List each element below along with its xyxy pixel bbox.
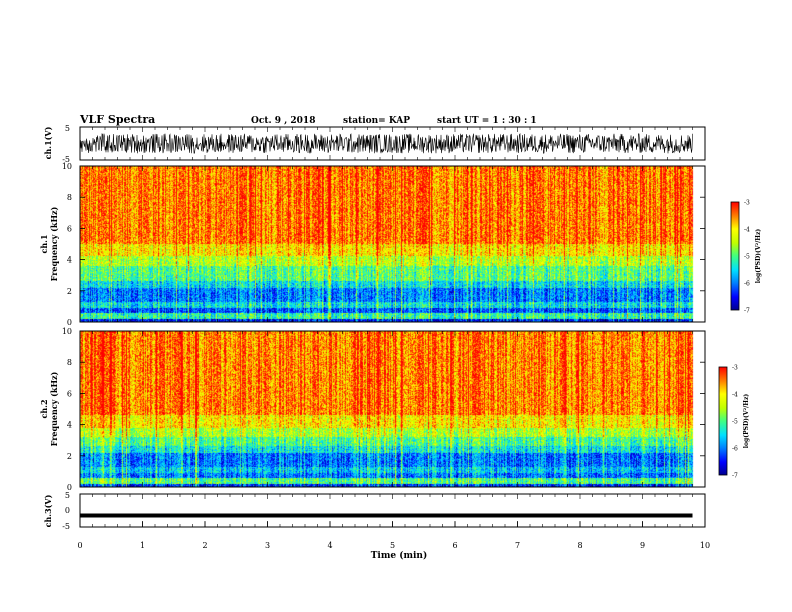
- ch2-colorbar-tick-3: -6: [732, 446, 738, 453]
- ch2-spectrogram-ytick-label-3: 6: [67, 389, 72, 398]
- x-tick-label-7: 7: [515, 541, 520, 550]
- x-tick-label-9: 9: [640, 541, 645, 550]
- ch3-ytick-mid: 0: [65, 506, 70, 515]
- ch2-colorbar-ticks: -3 -4 -5 -6 -7: [732, 365, 738, 480]
- ch2-spectrogram-ytick-label-2: 4: [67, 421, 72, 430]
- ch2-spectrogram-ylabel-line1: ch.2: [39, 399, 49, 418]
- ch1-colorbar: -3 -4 -5 -6 -7 log(PSD)(V²/Hz): [730, 200, 762, 315]
- x-tick-label-5: 5: [390, 541, 395, 550]
- x-tick-label-8: 8: [577, 541, 582, 550]
- ch2-colorbar: -3 -4 -5 -6 -7 log(PSD)(V²/Hz): [718, 365, 750, 480]
- ch2-spectrogram-ytick-label-1: 2: [67, 452, 72, 461]
- x-tick-label-4: 4: [327, 541, 332, 550]
- ch2-colorbar-tick-1: -4: [732, 392, 738, 399]
- ch1-colorbar-tick-4: -7: [744, 308, 750, 315]
- ch1-waveform-ytick-bottom: -5: [62, 155, 70, 164]
- ch1-colorbar-frame: [730, 201, 740, 311]
- ch3-ytick-bottom: -5: [62, 522, 70, 531]
- x-tick-label-10: 10: [700, 541, 710, 550]
- ch1-waveform-ytick-top: 5: [65, 124, 70, 133]
- ch2-colorbar-gradient: [719, 367, 727, 475]
- x-tick-label-2: 2: [202, 541, 207, 550]
- ch1-colorbar-tick-1: -4: [744, 227, 750, 234]
- ch2-spectrogram-yticks: 0 2 4 6 8 10: [62, 327, 705, 492]
- ch2-colorbar-frame: [718, 366, 728, 476]
- ch1-spectrogram-ytick-label-1: 2: [67, 287, 72, 296]
- ch1-colorbar-tick-3: -6: [744, 281, 750, 288]
- ch1-waveform-trace: [79, 133, 693, 154]
- ch1-spectrogram-ylabel-line1: ch.1: [39, 234, 49, 253]
- ch2-spectrogram-image-wrap: [80, 331, 705, 487]
- ch1-colorbar-ticks: -3 -4 -5 -6 -7: [744, 200, 750, 315]
- ch1-waveform-line: [79, 133, 693, 154]
- ch2-colorbar-label: log(PSD)(V²/Hz): [743, 394, 750, 449]
- x-tick-label-3: 3: [265, 541, 270, 550]
- ch1-spectrogram-ytick-label-5: 10: [62, 162, 72, 171]
- x-tick-label-0: 0: [77, 541, 82, 550]
- ch2-colorbar-tick-2: -5: [732, 419, 738, 426]
- ch2-spectrogram-ytick-label-4: 8: [67, 358, 72, 367]
- ch1-spectrogram-yticks: 0 2 4 6 8 10: [62, 162, 705, 327]
- ch3-ytick-top: 5: [65, 491, 70, 500]
- ch1-spectrogram-image: [80, 166, 705, 322]
- ch1-spectrogram-panel: 0 2 4 6 8 10 ch.1 Frequency (kHz): [39, 162, 706, 327]
- x-tick-label-1: 1: [140, 541, 145, 550]
- ch3-ylabel: ch.3(V): [43, 494, 53, 527]
- ch2-spectrogram-ytick-label-5: 10: [62, 327, 72, 336]
- ch1-colorbar-label: log(PSD)(V²/Hz): [755, 229, 762, 284]
- x-tick-label-6: 6: [452, 541, 457, 550]
- ch1-spectrogram-ytick-label-2: 4: [67, 256, 72, 265]
- ch1-spectrogram-ytick-label-4: 8: [67, 193, 72, 202]
- ch2-spectrogram-image: [80, 331, 705, 487]
- ch2-colorbar-gradient-wrap: [719, 367, 727, 475]
- ch2-colorbar-tick-4: -7: [732, 473, 738, 480]
- panel-minor-ticks: [79, 127, 706, 527]
- ch2-spectrogram-panel: 0 2 4 6 8 10 ch.2 Frequency (kHz): [39, 327, 706, 492]
- station-label: station= KAP: [343, 116, 410, 126]
- ch1-colorbar-gradient-wrap: [731, 202, 739, 310]
- ch1-colorbar-tick-2: -5: [744, 254, 750, 261]
- ch2-spectrogram-ytick-label-0: 0: [67, 483, 72, 492]
- x-axis-ticks: 0 1 2 3 4 5 6 7 8 9 10: [77, 521, 710, 550]
- ch1-spectrogram-ytick-label-3: 6: [67, 224, 72, 233]
- ch3-panel: 5 0 -5 ch.3(V) 0 1 2 3 4 5 6 7 8 9 10 Time (min): [43, 491, 710, 561]
- x-axis-label: Time (min): [371, 550, 428, 561]
- ch1-spectrogram-ylabel-line2: Frequency (kHz): [49, 206, 59, 281]
- start-time-label: start UT = 1 : 30 : 1: [437, 116, 537, 126]
- ch2-spectrogram-ylabel-line2: Frequency (kHz): [49, 371, 59, 446]
- ch1-spectrogram-image-wrap: [80, 166, 705, 322]
- ch1-colorbar-tick-0: -3: [744, 200, 750, 207]
- ch1-waveform-ylabel: ch.1(V): [43, 126, 53, 159]
- figure-title: VLF Spectra: [79, 113, 155, 126]
- ch1-colorbar-gradient: [731, 202, 739, 310]
- ch1-spectrogram-ytick-label-0: 0: [67, 318, 72, 327]
- date-label: Oct. 9 , 2018: [251, 116, 315, 126]
- ch2-colorbar-tick-0: -3: [732, 365, 738, 372]
